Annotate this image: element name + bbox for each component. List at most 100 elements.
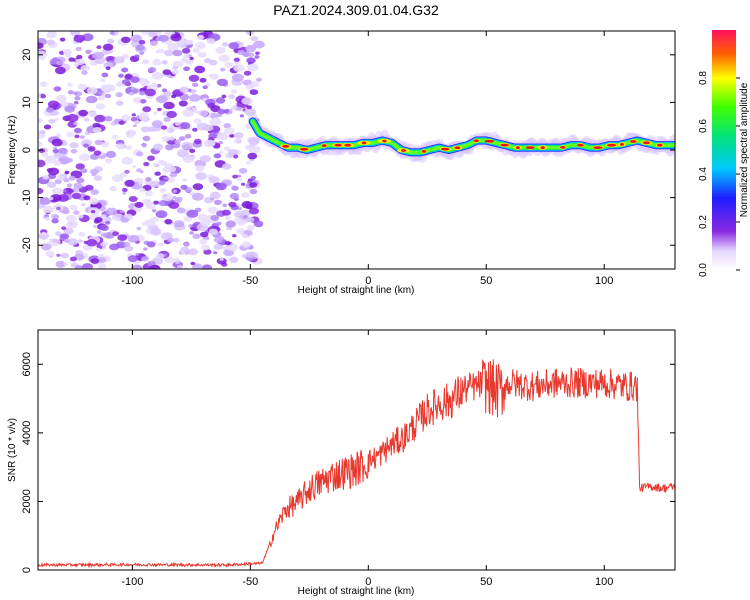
noise-speckle	[149, 227, 162, 236]
noise-speckle	[82, 263, 93, 269]
noise-speckle	[78, 109, 88, 117]
noise-speckle	[215, 182, 227, 191]
noise-speckle	[145, 202, 157, 210]
noise-speckle	[192, 48, 200, 54]
noise-speckle	[160, 125, 168, 130]
frequency-ridge	[247, 111, 675, 163]
noise-speckle	[213, 117, 219, 121]
noise-speckle	[246, 225, 255, 231]
noise-speckle	[96, 45, 102, 50]
spectrogram-y-label: Frequency (Hz)	[7, 116, 18, 185]
noise-speckle	[203, 58, 212, 64]
noise-speckle	[39, 94, 47, 99]
noise-speckle	[192, 82, 199, 88]
noise-speckle	[172, 49, 183, 57]
noise-speckle	[73, 210, 80, 215]
noise-speckle	[121, 187, 128, 193]
x-tick-label: -50	[242, 576, 258, 588]
noise-speckle	[166, 110, 177, 119]
ridge-peak	[421, 150, 427, 153]
noise-speckle	[128, 91, 135, 96]
noise-speckle	[93, 150, 102, 156]
noise-speckle	[132, 165, 137, 169]
noise-speckle	[63, 227, 74, 235]
noise-speckle	[196, 122, 209, 131]
noise-speckle	[53, 86, 62, 92]
noise-speckle	[161, 88, 168, 93]
noise-speckle	[202, 85, 208, 90]
noise-speckle	[208, 228, 218, 235]
noise-speckle	[219, 67, 226, 72]
noise-speckle	[180, 250, 186, 255]
noise-speckle	[41, 243, 52, 251]
noise-speckle	[54, 179, 62, 185]
noise-speckle	[172, 189, 177, 193]
noise-speckle	[90, 189, 100, 196]
noise-speckle	[241, 97, 253, 105]
noise-speckle	[69, 142, 79, 149]
noise-speckle	[81, 203, 86, 207]
noise-speckle	[38, 94, 41, 98]
noise-speckle	[256, 77, 262, 82]
noise-speckle	[66, 131, 74, 137]
noise-speckle	[190, 261, 196, 266]
noise-speckle	[124, 245, 134, 252]
noise-speckle	[168, 201, 180, 209]
noise-speckle	[169, 172, 177, 178]
noise-speckle	[140, 126, 151, 133]
noise-speckle	[88, 111, 97, 118]
noise-speckle	[100, 232, 108, 238]
noise-speckle	[118, 73, 124, 78]
noise-speckle	[43, 124, 52, 130]
noise-speckle	[64, 105, 75, 113]
noise-speckle	[210, 215, 220, 221]
noise-speckle	[158, 34, 169, 42]
noise-speckle	[158, 200, 166, 206]
noise-speckle	[209, 191, 221, 200]
colorbar: 0.0 0.2 0.4 0.6 0.8 Normalized spectral ampl…	[698, 30, 750, 277]
noise-speckle	[97, 263, 107, 269]
x-tick-label: 100	[595, 576, 613, 588]
noise-speckle	[75, 163, 85, 170]
noise-speckle	[38, 118, 43, 124]
noise-speckle	[67, 90, 74, 95]
noise-speckle	[163, 176, 169, 181]
noise-speckle	[231, 185, 239, 191]
noise-speckle	[48, 208, 55, 213]
noise-speckle	[241, 201, 253, 209]
noise-speckle	[117, 234, 128, 241]
x-tick-label: 0	[365, 275, 371, 287]
ridge-peak	[361, 141, 367, 145]
colorbar-ticks: 0.0 0.2 0.4 0.6 0.8	[698, 71, 740, 277]
noise-speckle	[163, 101, 175, 110]
noise-speckle	[245, 44, 257, 53]
noise-speckle	[96, 247, 101, 252]
ridge-peak	[525, 146, 535, 150]
noise-speckle	[54, 66, 66, 75]
x-tick-label: -100	[121, 275, 143, 287]
noise-speckle	[126, 132, 134, 139]
noise-speckle	[250, 36, 259, 42]
noise-speckle	[213, 243, 223, 250]
x-tick-label: 50	[480, 576, 492, 588]
noise-speckle	[63, 238, 70, 243]
noise-speckle	[122, 191, 127, 195]
noise-speckle	[65, 188, 71, 193]
noise-speckle	[182, 178, 187, 182]
noise-speckle	[152, 59, 162, 66]
noise-speckle	[91, 172, 97, 177]
ridge-peak	[282, 145, 290, 148]
noise-speckle	[179, 86, 189, 93]
noise-speckle	[208, 73, 213, 77]
noise-speckle	[59, 233, 70, 240]
noise-speckle	[59, 37, 66, 42]
noise-speckle	[144, 219, 156, 227]
noise-speckle	[141, 59, 150, 65]
noise-speckle	[189, 94, 201, 102]
noise-speckle	[176, 149, 189, 158]
noise-speckle	[134, 120, 140, 124]
noise-speckle	[139, 51, 145, 55]
noise-speckle	[213, 143, 221, 149]
noise-speckle	[238, 167, 248, 174]
